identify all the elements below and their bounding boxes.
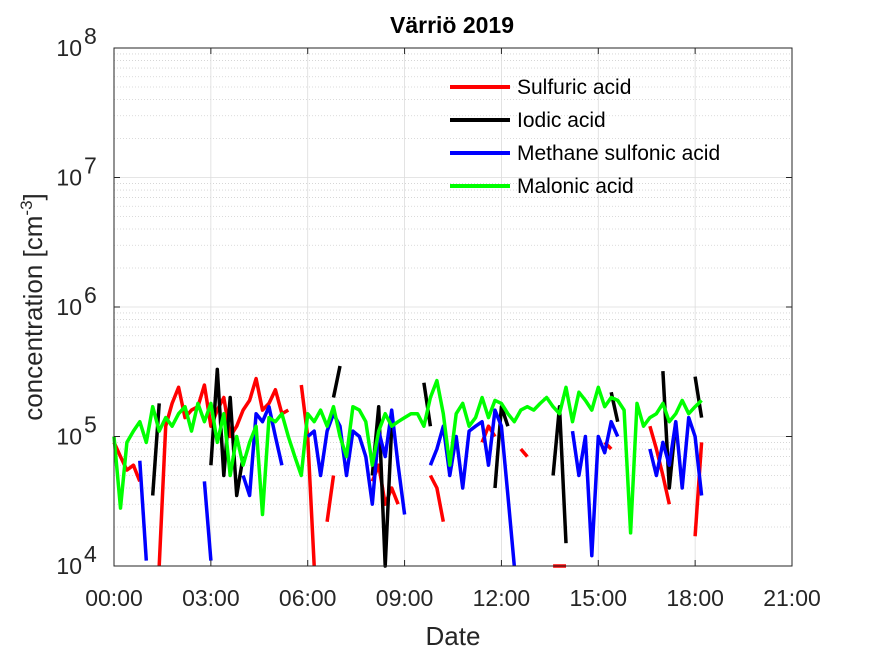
y-tick-label-exponent: 4: [84, 541, 97, 567]
ticks: [113, 47, 793, 567]
y-tick-label: 10: [56, 553, 82, 579]
y-axis-label-main: concentration [cm: [18, 216, 48, 421]
legend-label: Sulfuric acid: [517, 76, 631, 99]
series-line-segment: [241, 404, 284, 498]
x-tick-label: 12:00: [473, 585, 531, 611]
series-line-segment: [693, 442, 704, 537]
series-line-segment: [428, 474, 446, 523]
series-line-segment: [306, 408, 407, 515]
y-tick-label: 10: [56, 35, 82, 61]
series-3: [138, 404, 704, 567]
y-tick-label-base: 10: [56, 165, 82, 191]
series-line-segment: [519, 447, 529, 458]
x-tick-label: 18:00: [666, 585, 724, 611]
y-tick-label-base: 10: [56, 35, 82, 61]
series-line-segment: [331, 365, 342, 398]
series-4: [112, 378, 703, 535]
legend-label: Methane sulfonic acid: [517, 142, 720, 165]
y-tick-label: 10: [56, 165, 82, 191]
svg-text:concentration [cm-3]: concentration [cm-3]: [17, 193, 48, 421]
y-axis-label-close: ]: [18, 193, 48, 200]
y-tick-label-exponent: 6: [84, 282, 97, 308]
series-line-segment: [693, 376, 704, 418]
x-tick-label: 09:00: [376, 585, 434, 611]
series-line-segment: [112, 378, 703, 535]
series-line-segment: [138, 460, 149, 561]
x-tick-label: 06:00: [279, 585, 337, 611]
y-axis-label-superscript: -3: [17, 200, 36, 215]
x-tick-labels: 00:00 03:00 06:00 09:00 12:00 15:00 18:00 21:00: [85, 585, 821, 611]
x-tick-label: 00:00: [85, 585, 143, 611]
series-line-segment: [325, 475, 336, 522]
chart-title: Värriö 2019: [390, 12, 514, 38]
series-line-segment: [202, 481, 213, 561]
y-tick-label: 10: [56, 294, 82, 320]
y-axis-label: concentration [cm-3]: [17, 193, 48, 421]
legend-label: Malonic acid: [517, 175, 634, 198]
series-line-segment: [112, 441, 142, 483]
y-tick-label-base: 10: [56, 294, 82, 320]
legend-label: Iodic acid: [517, 109, 606, 132]
x-tick-label: 15:00: [570, 585, 628, 611]
y-tick-label: 10: [56, 424, 82, 450]
x-tick-label: 03:00: [182, 585, 240, 611]
series-line-segment: [570, 419, 620, 558]
x-tick-label: 21:00: [763, 585, 821, 611]
x-axis-label: Date: [426, 621, 481, 651]
legend: Sulfuric acid Iodic acid Methane sulfonic …: [450, 76, 720, 198]
series-line-segment: [150, 403, 161, 496]
series-line-segment: [493, 404, 510, 489]
y-tick-label-base: 10: [56, 424, 82, 450]
series-line-segment: [157, 376, 290, 567]
series-layer: [112, 365, 704, 568]
series-line-segment: [648, 415, 704, 496]
y-tick-label-exponent: 8: [84, 23, 97, 49]
y-tick-label-exponent: 5: [84, 412, 97, 438]
y-tick-label-exponent: 7: [84, 153, 97, 179]
y-tick-label-base: 10: [56, 553, 82, 579]
